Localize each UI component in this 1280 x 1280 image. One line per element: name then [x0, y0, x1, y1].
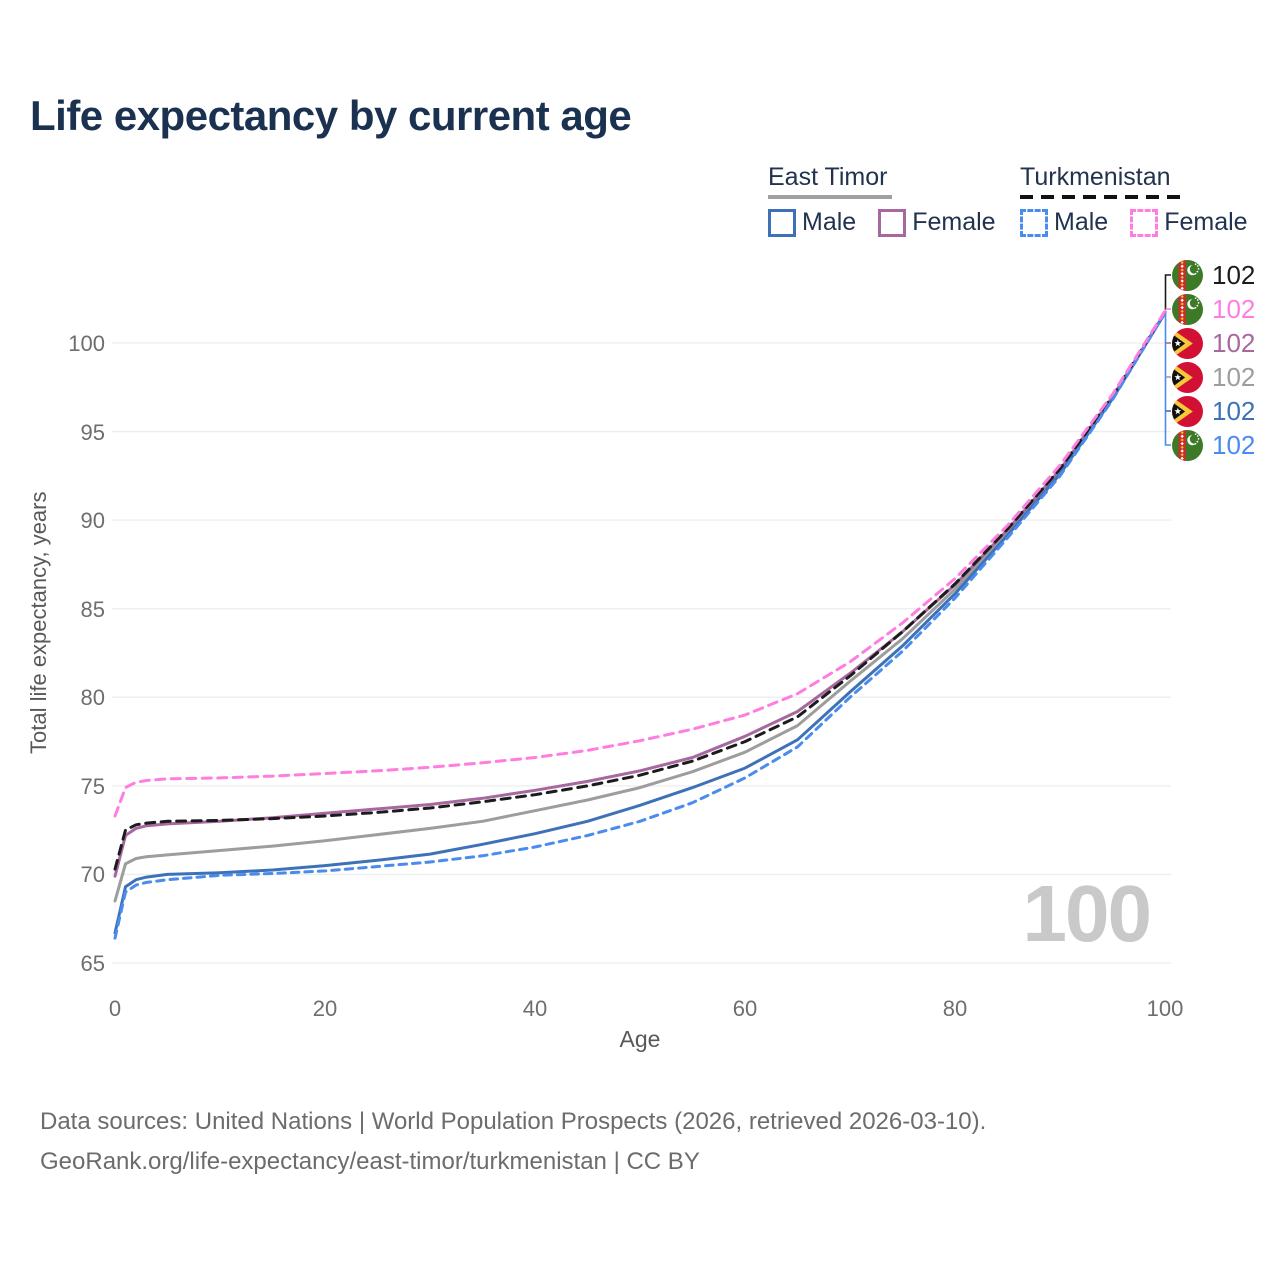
legend-group-east-timor: East Timor Male Female — [768, 163, 1018, 237]
y-tick-label: 100 — [68, 330, 105, 356]
legend-title-east-timor: East Timor — [768, 163, 888, 191]
leader-line — [1164, 312, 1171, 446]
legend-label-east-timor-female[interactable]: Female — [912, 208, 996, 236]
series-line-turkmenistan-both — [113, 310, 1167, 871]
end-labels: 102 102 102 — [1172, 258, 1255, 462]
y-tick-label: 80 — [80, 685, 105, 711]
legend-underline-east-timor — [768, 195, 892, 199]
end-label-value: 102 — [1212, 259, 1256, 290]
legend-label-east-timor-male[interactable]: Male — [802, 208, 857, 236]
series-line-east_timor-male — [113, 311, 1167, 935]
end-label-row: 102 — [1172, 428, 1255, 462]
series-line-east_timor-both — [113, 311, 1167, 903]
end-label-value: 102 — [1212, 361, 1256, 392]
end-label-value: 102 — [1212, 327, 1256, 358]
east-timor-flag-icon — [1172, 395, 1203, 427]
turkmenistan-flag-icon — [1172, 259, 1203, 291]
y-tick-label: 65 — [80, 951, 105, 976]
series-line-turkmenistan-female — [113, 309, 1167, 818]
series-line-east_timor-female — [113, 311, 1167, 878]
legend-label-turkmenistan-male[interactable]: Male — [1054, 208, 1109, 236]
turkmenistan-flag-icon — [1172, 429, 1203, 461]
attribution-text: GeoRank.org/life-expectancy/east-timor/t… — [40, 1148, 700, 1175]
x-tick-label: 20 — [312, 996, 338, 1021]
east-timor-flag-icon — [1172, 327, 1203, 359]
y-tick-label: 90 — [80, 508, 105, 534]
x-tick-label: 80 — [942, 996, 968, 1021]
end-label-row: 102 — [1172, 394, 1255, 428]
x-tick-label: 40 — [522, 996, 548, 1021]
data-sources-text: Data sources: United Nations | World Pop… — [40, 1108, 987, 1135]
legend-title-turkmenistan: Turkmenistan — [1020, 163, 1171, 191]
legend-swatch-turkmenistan-male[interactable] — [1020, 208, 1048, 237]
x-axis-title: Age — [619, 1026, 661, 1052]
end-label-row: 102 — [1172, 360, 1255, 394]
y-tick-label: 95 — [80, 419, 105, 445]
x-tick-label: 100 — [1146, 996, 1184, 1021]
legend-swatch-east-timor-male[interactable] — [768, 208, 796, 237]
x-tick-label: 60 — [732, 996, 758, 1021]
end-label-row: 102 — [1172, 292, 1255, 326]
legend-label-turkmenistan-female[interactable]: Female — [1164, 208, 1248, 236]
y-tick-label: 75 — [80, 773, 105, 799]
legend-group-turkmenistan: Turkmenistan Male Female — [1020, 163, 1270, 237]
x-tick-label: 0 — [108, 996, 122, 1021]
end-label-value: 102 — [1212, 293, 1256, 324]
leader-line — [1164, 274, 1171, 310]
legend-swatch-east-timor-female[interactable] — [878, 208, 907, 237]
y-tick-label: 70 — [80, 862, 105, 888]
y-tick-label: 85 — [80, 596, 105, 622]
east-timor-flag-icon — [1172, 361, 1203, 393]
page-title: Life expectancy by current age — [30, 92, 632, 139]
series-line-turkmenistan-male — [113, 311, 1167, 940]
end-label-row: 102 — [1172, 258, 1255, 292]
legend-underline-turkmenistan — [1020, 195, 1180, 199]
turkmenistan-flag-icon — [1172, 293, 1203, 325]
end-label-row: 102 — [1172, 326, 1255, 360]
legend-swatch-turkmenistan-female[interactable] — [1130, 208, 1159, 237]
age-watermark: 100 — [1022, 869, 1152, 958]
end-label-value: 102 — [1212, 429, 1256, 460]
end-label-value: 102 — [1212, 395, 1256, 426]
